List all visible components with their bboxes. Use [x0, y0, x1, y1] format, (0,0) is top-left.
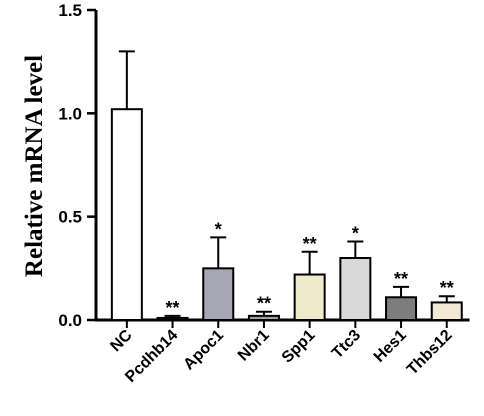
x-tick-label: Ttc3: [329, 327, 364, 362]
x-tick-label: Spp1: [279, 327, 319, 367]
x-tick-label: Thbs12: [404, 327, 456, 379]
bar: [339, 257, 372, 321]
bar: [293, 273, 326, 321]
significance-label: **: [257, 294, 271, 314]
bar: [156, 316, 189, 321]
x-tick-label: NC: [107, 326, 136, 355]
x-tick-label: Nbr1: [235, 327, 273, 365]
bar: [110, 108, 143, 321]
significance-label: **: [440, 278, 454, 298]
bars: ********** **: [110, 50, 463, 322]
significance-label: **: [303, 234, 317, 254]
significance-label: **: [166, 298, 180, 318]
x-tick-label: Apoc1: [180, 327, 227, 374]
y-axis-label: Relative mRNA level: [21, 55, 48, 277]
y-tick-label: 0.0: [58, 311, 82, 330]
significance-label: **: [394, 269, 408, 289]
x-tick-label: Hes1: [371, 327, 410, 366]
y-tick-label: 1.5: [58, 1, 82, 20]
bar: [385, 296, 418, 321]
bar: [202, 267, 235, 322]
bar: [247, 314, 280, 322]
y-tick-label: 0.5: [58, 208, 82, 227]
bar: [430, 301, 463, 321]
significance-label: *: [215, 219, 222, 239]
y-tick-label: 1.0: [58, 104, 82, 123]
significance-label: *: [352, 223, 359, 243]
